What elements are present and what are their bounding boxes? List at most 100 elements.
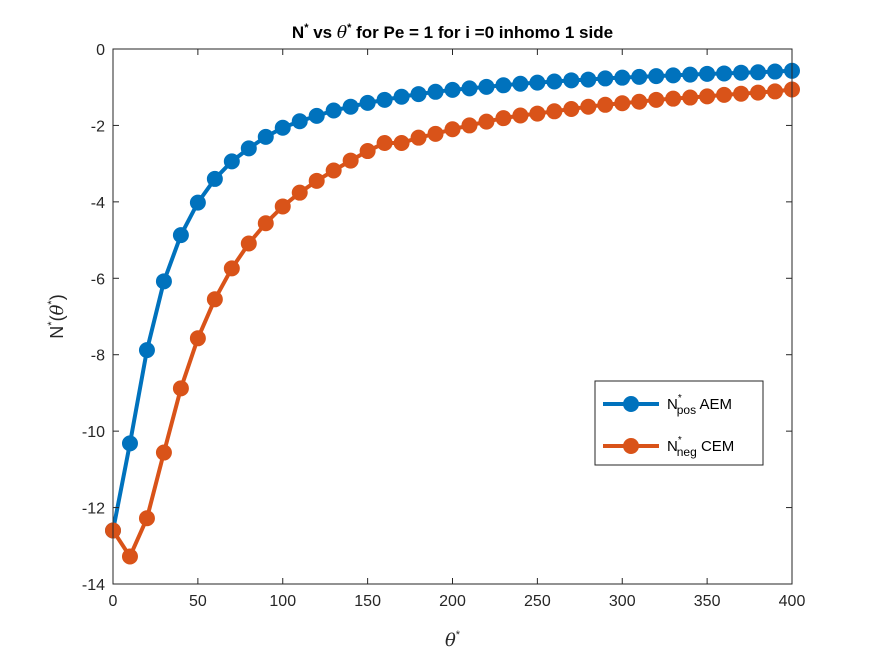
data-point-neg xyxy=(665,90,682,107)
data-point-pos xyxy=(750,64,767,81)
data-point-pos xyxy=(597,70,614,87)
data-point-neg xyxy=(257,215,274,232)
data-point-neg xyxy=(206,291,223,308)
data-point-neg xyxy=(716,86,733,103)
data-point-pos xyxy=(461,80,478,97)
legend-neg-suffix: CEM xyxy=(697,438,735,455)
x-tick-label: 300 xyxy=(609,593,636,610)
data-point-pos xyxy=(495,77,512,94)
legend-box xyxy=(594,380,764,466)
data-point-pos xyxy=(291,113,308,130)
data-point-pos xyxy=(274,119,291,136)
title-rest: for Pe = 1 for i =0 inhomo 1 side xyxy=(351,23,613,42)
data-point-neg xyxy=(495,110,512,127)
data-point-neg xyxy=(359,143,376,160)
data-point-neg xyxy=(274,198,291,215)
data-point-neg xyxy=(631,93,648,110)
x-tick-label: 100 xyxy=(269,593,296,610)
title-n-sup: * xyxy=(304,22,309,34)
y-tick-label: -8 xyxy=(91,348,105,365)
legend-pos-suffix: AEM xyxy=(696,396,732,413)
data-point-pos xyxy=(155,273,172,290)
data-point-neg xyxy=(648,91,665,108)
data-point-pos xyxy=(699,65,716,82)
y-tick-label: -12 xyxy=(82,501,105,518)
x-tick-label: 0 xyxy=(109,593,118,610)
y-tick-label: -14 xyxy=(82,577,105,594)
x-tick-label: 150 xyxy=(354,593,381,610)
data-point-pos xyxy=(172,227,189,244)
data-point-pos xyxy=(376,91,393,108)
data-point-neg xyxy=(614,95,631,112)
data-point-neg xyxy=(138,510,155,527)
data-point-pos xyxy=(529,74,546,91)
data-point-pos xyxy=(580,71,597,88)
data-point-neg xyxy=(291,184,308,201)
y-label-n: N xyxy=(47,326,67,339)
data-point-pos xyxy=(206,170,223,187)
data-point-pos xyxy=(325,102,342,119)
data-point-neg xyxy=(461,117,478,134)
data-point-neg xyxy=(546,103,563,120)
data-point-neg xyxy=(563,100,580,117)
legend-neg-sup: * xyxy=(678,435,682,446)
data-point-pos xyxy=(121,435,138,452)
data-point-pos xyxy=(240,140,257,157)
data-point-neg xyxy=(699,88,716,105)
data-point-neg xyxy=(512,107,529,124)
data-point-pos xyxy=(733,64,750,81)
data-point-pos xyxy=(444,81,461,98)
data-point-pos xyxy=(257,128,274,145)
data-point-pos xyxy=(359,94,376,111)
x-label-sup: * xyxy=(456,629,461,641)
data-point-neg xyxy=(597,96,614,113)
data-point-pos xyxy=(546,73,563,90)
data-point-neg xyxy=(478,113,495,130)
y-label-theta-sup: * xyxy=(46,300,58,305)
y-tick-label: -10 xyxy=(82,424,105,441)
data-point-pos xyxy=(308,107,325,124)
title-theta: θ xyxy=(337,23,347,43)
data-point-pos xyxy=(648,68,665,85)
data-point-pos xyxy=(665,67,682,84)
y-tick-label: 0 xyxy=(96,42,105,59)
legend-entry-neg-cem: N* neg CEM xyxy=(603,435,734,459)
y-tick-label: -6 xyxy=(91,271,105,288)
legend-label-neg: N* neg CEM xyxy=(667,435,734,459)
title-n: N xyxy=(292,23,304,42)
series-layer xyxy=(105,62,800,565)
data-point-neg xyxy=(121,548,138,565)
series-pos xyxy=(105,62,800,539)
data-point-neg xyxy=(172,380,189,397)
x-tick-label: 250 xyxy=(524,593,551,610)
data-point-pos xyxy=(393,88,410,105)
data-point-pos xyxy=(342,98,359,115)
data-point-neg xyxy=(189,330,206,347)
data-point-neg xyxy=(767,83,784,100)
legend-neg-sub: neg xyxy=(677,445,697,459)
data-point-neg xyxy=(444,121,461,138)
data-point-neg xyxy=(155,444,172,461)
y-label-theta: θ xyxy=(47,304,68,315)
data-point-neg xyxy=(427,125,444,142)
title-mid: vs xyxy=(308,23,336,42)
legend-pos-base: N xyxy=(667,396,678,413)
data-point-neg xyxy=(223,260,240,277)
x-axis: 0 50 100 150 200 250 300 350 400 xyxy=(109,49,805,610)
series-neg xyxy=(105,81,800,565)
data-point-pos xyxy=(478,78,495,95)
data-point-pos xyxy=(614,69,631,86)
y-tick-label: -2 xyxy=(91,118,105,135)
data-point-pos xyxy=(563,72,580,89)
legend-marker-pos xyxy=(623,396,639,412)
data-point-neg xyxy=(580,98,597,115)
y-axis-label: N*(θ*) xyxy=(46,294,68,338)
x-label-theta: θ xyxy=(445,630,456,651)
y-axis: -14 -12 -10 -8 -6 -4 -2 0 xyxy=(82,42,792,594)
data-point-neg xyxy=(308,172,325,189)
data-point-pos xyxy=(138,342,155,359)
plot-area xyxy=(113,49,792,584)
x-axis-label: θ* xyxy=(445,629,461,651)
data-point-pos xyxy=(631,68,648,85)
